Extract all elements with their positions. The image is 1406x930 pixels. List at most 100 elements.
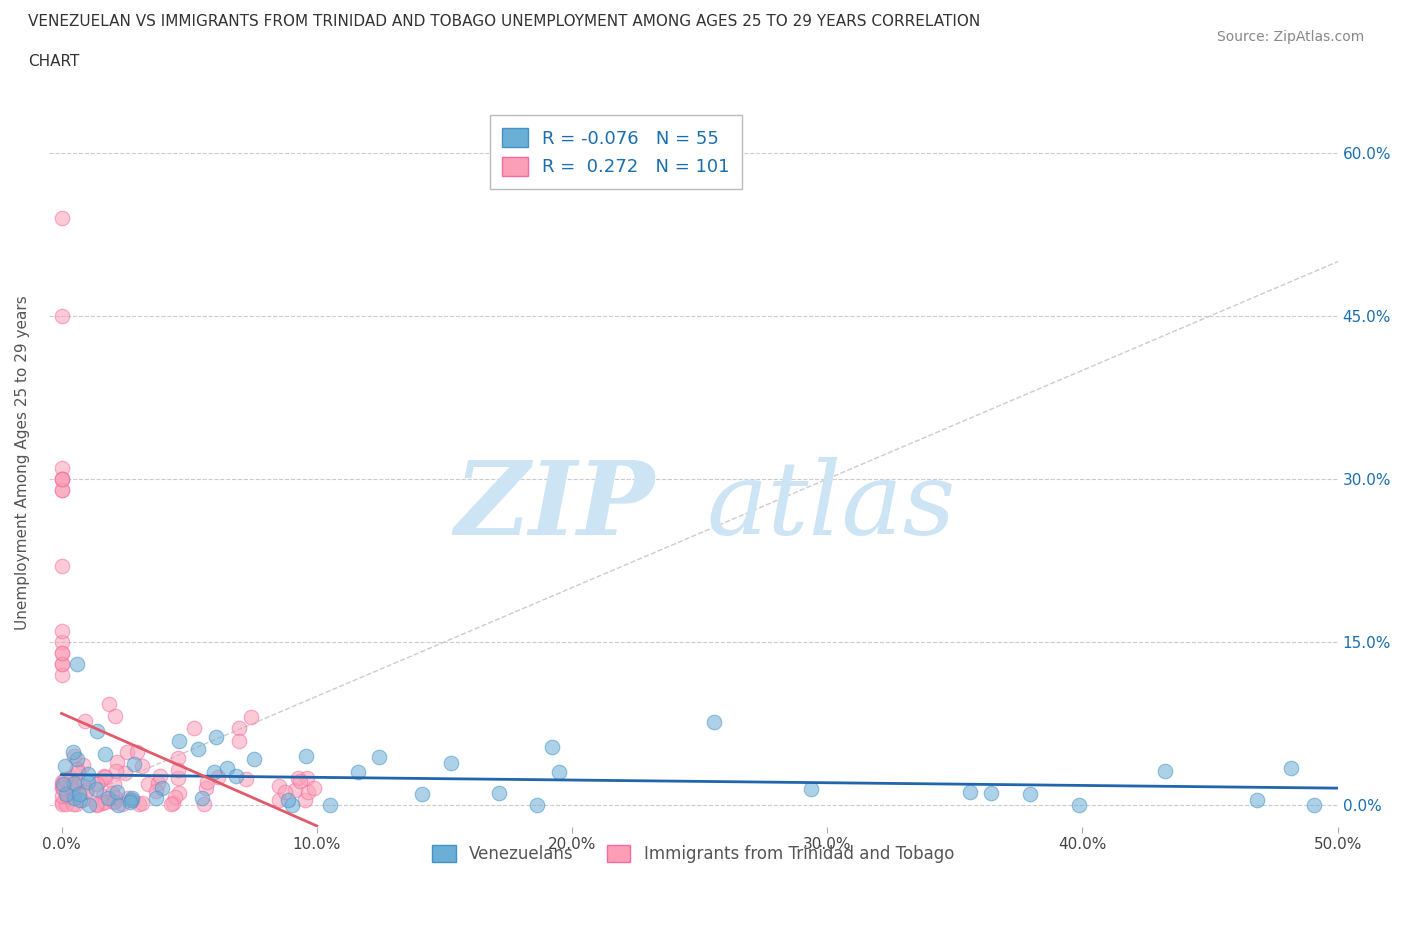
Point (66, 657, 89, 671)
Point (290, 774, 312, 789)
Point (94, 770, 117, 785)
Point (294, 749, 316, 764)
Point (62, 796, 84, 811)
Point (72, 777, 94, 792)
Point (67, 764, 90, 779)
Point (228, 734, 250, 749)
Point (66, 751, 89, 766)
Point (91, 789, 114, 804)
Point (131, 795, 153, 810)
Point (115, 745, 138, 760)
Point (149, 768, 172, 783)
Point (166, 771, 188, 786)
Point (702, 715, 724, 730)
Point (193, 797, 215, 812)
Point (86, 797, 108, 812)
Point (169, 734, 191, 749)
Point (63, 776, 86, 790)
Point (51, 483, 73, 498)
Point (277, 792, 299, 807)
Point (319, 798, 342, 813)
Point (86, 781, 108, 796)
Point (104, 790, 127, 804)
Point (121, 790, 143, 805)
Point (207, 769, 229, 784)
Point (187, 741, 209, 756)
Point (162, 795, 184, 810)
Point (53, 759, 76, 774)
Point (55, 796, 77, 811)
Point (239, 710, 262, 724)
Point (165, 790, 187, 804)
Point (86, 724, 108, 738)
Point (77, 775, 100, 790)
Point (62, 745, 84, 760)
Point (150, 780, 173, 795)
Point (52, 777, 75, 791)
Point (287, 770, 309, 785)
Point (125, 745, 148, 760)
Point (51, 472, 73, 486)
Point (122, 757, 145, 772)
Point (55, 777, 77, 791)
Point (51, 796, 73, 811)
Point (51, 795, 73, 810)
Point (103, 795, 125, 810)
Point (195, 775, 218, 790)
Point (105, 754, 128, 769)
Point (51, 472, 73, 486)
Legend: Venezuelans, Immigrants from Trinidad and Tobago: Venezuelans, Immigrants from Trinidad an… (426, 838, 960, 870)
Point (63, 749, 86, 764)
Point (547, 764, 569, 779)
Point (120, 795, 142, 810)
Point (411, 787, 433, 802)
Point (215, 761, 238, 776)
Point (166, 751, 188, 765)
Point (145, 784, 167, 799)
Point (159, 796, 181, 811)
Point (302, 781, 325, 796)
Point (267, 792, 290, 807)
Point (89, 773, 111, 788)
Point (183, 721, 205, 736)
Point (70, 792, 93, 807)
Point (145, 790, 167, 805)
Point (51, 780, 73, 795)
Point (75, 784, 97, 799)
Point (105, 785, 128, 800)
Point (65, 776, 87, 790)
Point (94, 746, 117, 761)
Point (51, 624, 73, 639)
Point (51, 483, 73, 498)
Point (191, 790, 214, 805)
Point (76, 766, 98, 781)
Point (114, 765, 136, 780)
Point (243, 751, 266, 766)
Point (51, 472, 73, 486)
Point (269, 778, 291, 793)
Point (52, 780, 75, 795)
Point (91, 795, 114, 810)
Point (104, 709, 127, 724)
Point (59, 770, 82, 785)
Point (1303, 798, 1326, 813)
Point (103, 777, 125, 791)
Point (980, 786, 1002, 801)
Point (55, 786, 77, 801)
Point (51, 789, 73, 804)
Point (51, 645, 73, 660)
Text: VENEZUELAN VS IMMIGRANTS FROM TRINIDAD AND TOBAGO UNEMPLOYMENT AMONG AGES 25 TO : VENEZUELAN VS IMMIGRANTS FROM TRINIDAD A… (28, 14, 980, 29)
Point (225, 769, 247, 784)
Point (1279, 760, 1302, 775)
Point (526, 798, 548, 813)
Point (56, 787, 79, 802)
Point (84, 796, 107, 811)
Point (121, 793, 143, 808)
Point (284, 782, 307, 797)
Point (274, 784, 297, 799)
Point (51, 559, 73, 574)
Point (51, 309, 73, 324)
Point (51, 634, 73, 649)
Point (86, 777, 108, 791)
Point (294, 792, 316, 807)
